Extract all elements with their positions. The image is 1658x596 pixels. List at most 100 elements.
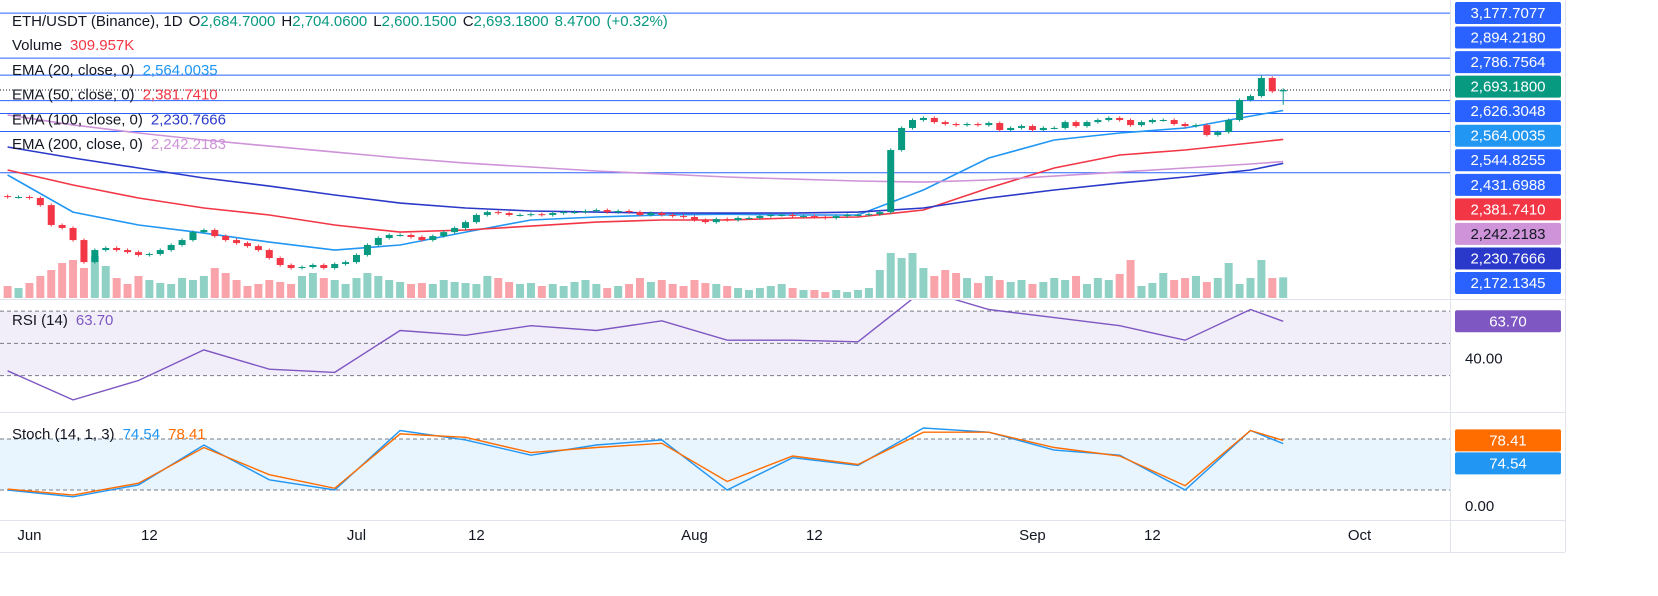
x-tick-label: 12: [806, 527, 823, 544]
volume-bar: [319, 278, 328, 298]
candle-body: [113, 247, 121, 251]
legend-value: 309.957K: [70, 37, 134, 54]
volume-bar: [265, 280, 274, 298]
volume-bar: [614, 286, 623, 298]
candle-body: [178, 240, 186, 245]
candle-body: [429, 236, 437, 241]
candle-body: [778, 214, 786, 216]
volume-bar: [712, 284, 721, 298]
candle-body: [1116, 117, 1124, 121]
candle-body: [80, 240, 88, 263]
x-tick-label: Jun: [17, 527, 41, 544]
legend-row: EMA (100, close, 0) 2,230.7666: [12, 111, 226, 128]
x-tick-label: 12: [468, 527, 485, 544]
candle-body: [1225, 120, 1233, 133]
legend-row: ETH/USDT (Binance), 1D O2,684.7000 H2,704.…: [12, 13, 668, 30]
volume-bar: [428, 284, 437, 298]
candle-body: [91, 250, 99, 263]
candle-body: [124, 250, 132, 253]
volume-bar: [559, 286, 568, 298]
volume-bar: [1082, 284, 1091, 298]
price-tag-label: 2,626.3048: [1470, 103, 1545, 120]
candle-body: [647, 213, 655, 215]
volume-bar: [188, 280, 197, 298]
volume-bar: [308, 273, 317, 298]
volume-bar: [581, 280, 590, 298]
ohlc-value: 2,684.7000: [200, 13, 275, 30]
volume-bar: [407, 284, 416, 298]
candle-body: [472, 214, 480, 223]
legend-name: EMA (100, close, 0): [12, 111, 143, 128]
candle-body: [876, 212, 884, 215]
candle-body: [985, 123, 993, 126]
candle-body: [603, 210, 611, 213]
price-tag-label: 74.54: [1489, 455, 1527, 472]
volume-bar: [984, 276, 993, 298]
volume-bar: [1050, 278, 1059, 298]
volume-bar: [886, 253, 895, 298]
volume-bar: [450, 282, 459, 298]
volume-bar: [1061, 280, 1070, 298]
volume-bar: [178, 278, 187, 298]
price-tag: [1455, 310, 1561, 333]
candle-body: [636, 212, 644, 215]
volume-bar: [679, 286, 688, 298]
candle-body: [374, 237, 382, 245]
candle-body: [527, 214, 535, 216]
candle-body: [254, 246, 262, 251]
volume-bar: [439, 280, 448, 298]
volume-bar: [734, 288, 743, 298]
candle-body: [1203, 125, 1211, 135]
price-tag: [1455, 26, 1561, 49]
volume-bar: [461, 283, 470, 298]
candle-body: [211, 230, 219, 237]
candle-body: [571, 212, 579, 214]
price-tag: [1455, 247, 1561, 270]
rsi-line: [7, 300, 1284, 401]
legend-row: EMA (20, close, 0) 2,564.0035: [12, 62, 218, 79]
volume-bar: [1191, 276, 1200, 298]
candle-body: [712, 219, 720, 223]
volume-bar: [221, 273, 230, 298]
legend-row: EMA (50, close, 0) 2,381.7410: [12, 87, 218, 104]
candle-body: [243, 243, 251, 247]
candle-body: [309, 264, 317, 268]
volume-bar: [3, 286, 12, 298]
candle-body: [941, 122, 949, 124]
price-tag-label: 2,172.1345: [1470, 275, 1545, 292]
volume-bar: [1028, 284, 1037, 298]
volume-bar: [79, 268, 88, 298]
ema-line: [7, 138, 1284, 233]
volume-bar: [25, 283, 34, 298]
volume-bar: [494, 278, 503, 298]
volume-bar: [766, 286, 775, 298]
volume-bar: [516, 284, 525, 298]
volume-bar: [112, 278, 121, 298]
price-tag-label: 63.70: [1489, 313, 1527, 330]
volume-bar: [1235, 284, 1244, 298]
candle-body: [331, 264, 339, 268]
candle-body: [233, 240, 241, 244]
candle-body: [145, 254, 153, 256]
candle-body: [25, 197, 33, 199]
volume-bar: [526, 283, 535, 298]
volume-bar: [810, 290, 819, 298]
legend-name: RSI (14): [12, 312, 68, 329]
volume-bar: [635, 278, 644, 298]
volume-bar: [341, 284, 350, 298]
candle-body: [462, 222, 470, 228]
candle-body: [4, 196, 12, 198]
candle-body: [1028, 126, 1036, 131]
candle-body: [734, 217, 742, 221]
x-tick-label: Aug: [681, 527, 708, 544]
price-tag: [1455, 222, 1561, 245]
candle-body: [625, 210, 633, 213]
volume-bar: [123, 284, 132, 298]
candle-body: [614, 210, 622, 213]
volume-bar: [821, 292, 830, 298]
volume-bar: [570, 282, 579, 298]
change-pct: (+0.32%): [607, 13, 668, 30]
volume-bar: [723, 286, 732, 298]
x-tick-label: 12: [141, 527, 158, 544]
x-tick-label: Sep: [1019, 527, 1046, 544]
